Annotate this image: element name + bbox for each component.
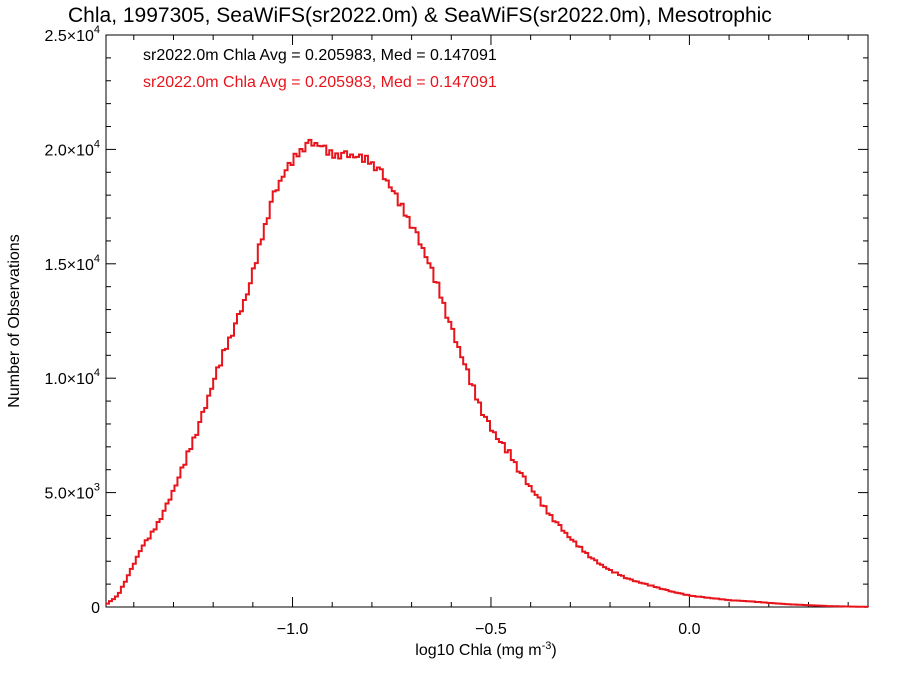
chart-title: Chla, 1997305, SeaWiFS(sr2022.0m) & SeaW… [68, 4, 772, 27]
y-tick-exponent: 4 [94, 253, 100, 265]
y-tick-mantissa: 0 [91, 600, 100, 617]
y-tick-mantissa: 1.0×10 [44, 371, 93, 388]
x-axis-label-main: log10 Chla (mg m [415, 642, 541, 659]
y-tick-label: 1.5×104 [44, 253, 100, 274]
x-axis-label-superscript: -3 [542, 640, 552, 652]
y-tick-label: 1.0×104 [44, 367, 100, 388]
y-tick-label: 5.0×103 [44, 482, 100, 503]
y-tick-exponent: 3 [94, 482, 100, 494]
annotation-stats: sr2022.0m Chla Avg = 0.205983, Med = 0.1… [143, 47, 497, 64]
y-tick-mantissa: 5.0×10 [44, 486, 93, 503]
y-axis-label: Number of Observations [6, 234, 23, 407]
y-tick-exponent: 4 [94, 138, 100, 150]
x-tick-label: 0.0 [678, 621, 700, 638]
y-tick-mantissa: 1.5×10 [44, 257, 93, 274]
y-tick-exponent: 4 [94, 367, 100, 379]
series-group [106, 138, 869, 608]
x-axis-label-end: ) [551, 642, 556, 659]
x-axis: −1.0 −0.5 0.0 [133, 35, 849, 638]
x-tick-label: −0.5 [475, 621, 507, 638]
plot-frame [105, 34, 869, 608]
y-tick-mantissa: 2.0×10 [44, 142, 93, 159]
y-tick-mantissa: 2.5×10 [44, 28, 93, 45]
annotation-stats: sr2022.0m Chla Avg = 0.205983, Med = 0.1… [143, 74, 497, 91]
y-tick-exponent: 4 [94, 24, 100, 36]
y-tick-label: 2.5×104 [44, 24, 100, 45]
x-tick-label: −1.0 [277, 621, 309, 638]
histogram-series-line [106, 138, 869, 608]
y-tick-label: 2.0×104 [44, 138, 100, 159]
x-axis-label: log10 Chla (mg m-3) [415, 640, 556, 659]
annotations: sr2022.0m Chla Avg = 0.205983, Med = 0.1… [143, 47, 497, 91]
y-tick-label: 0 [91, 600, 100, 617]
